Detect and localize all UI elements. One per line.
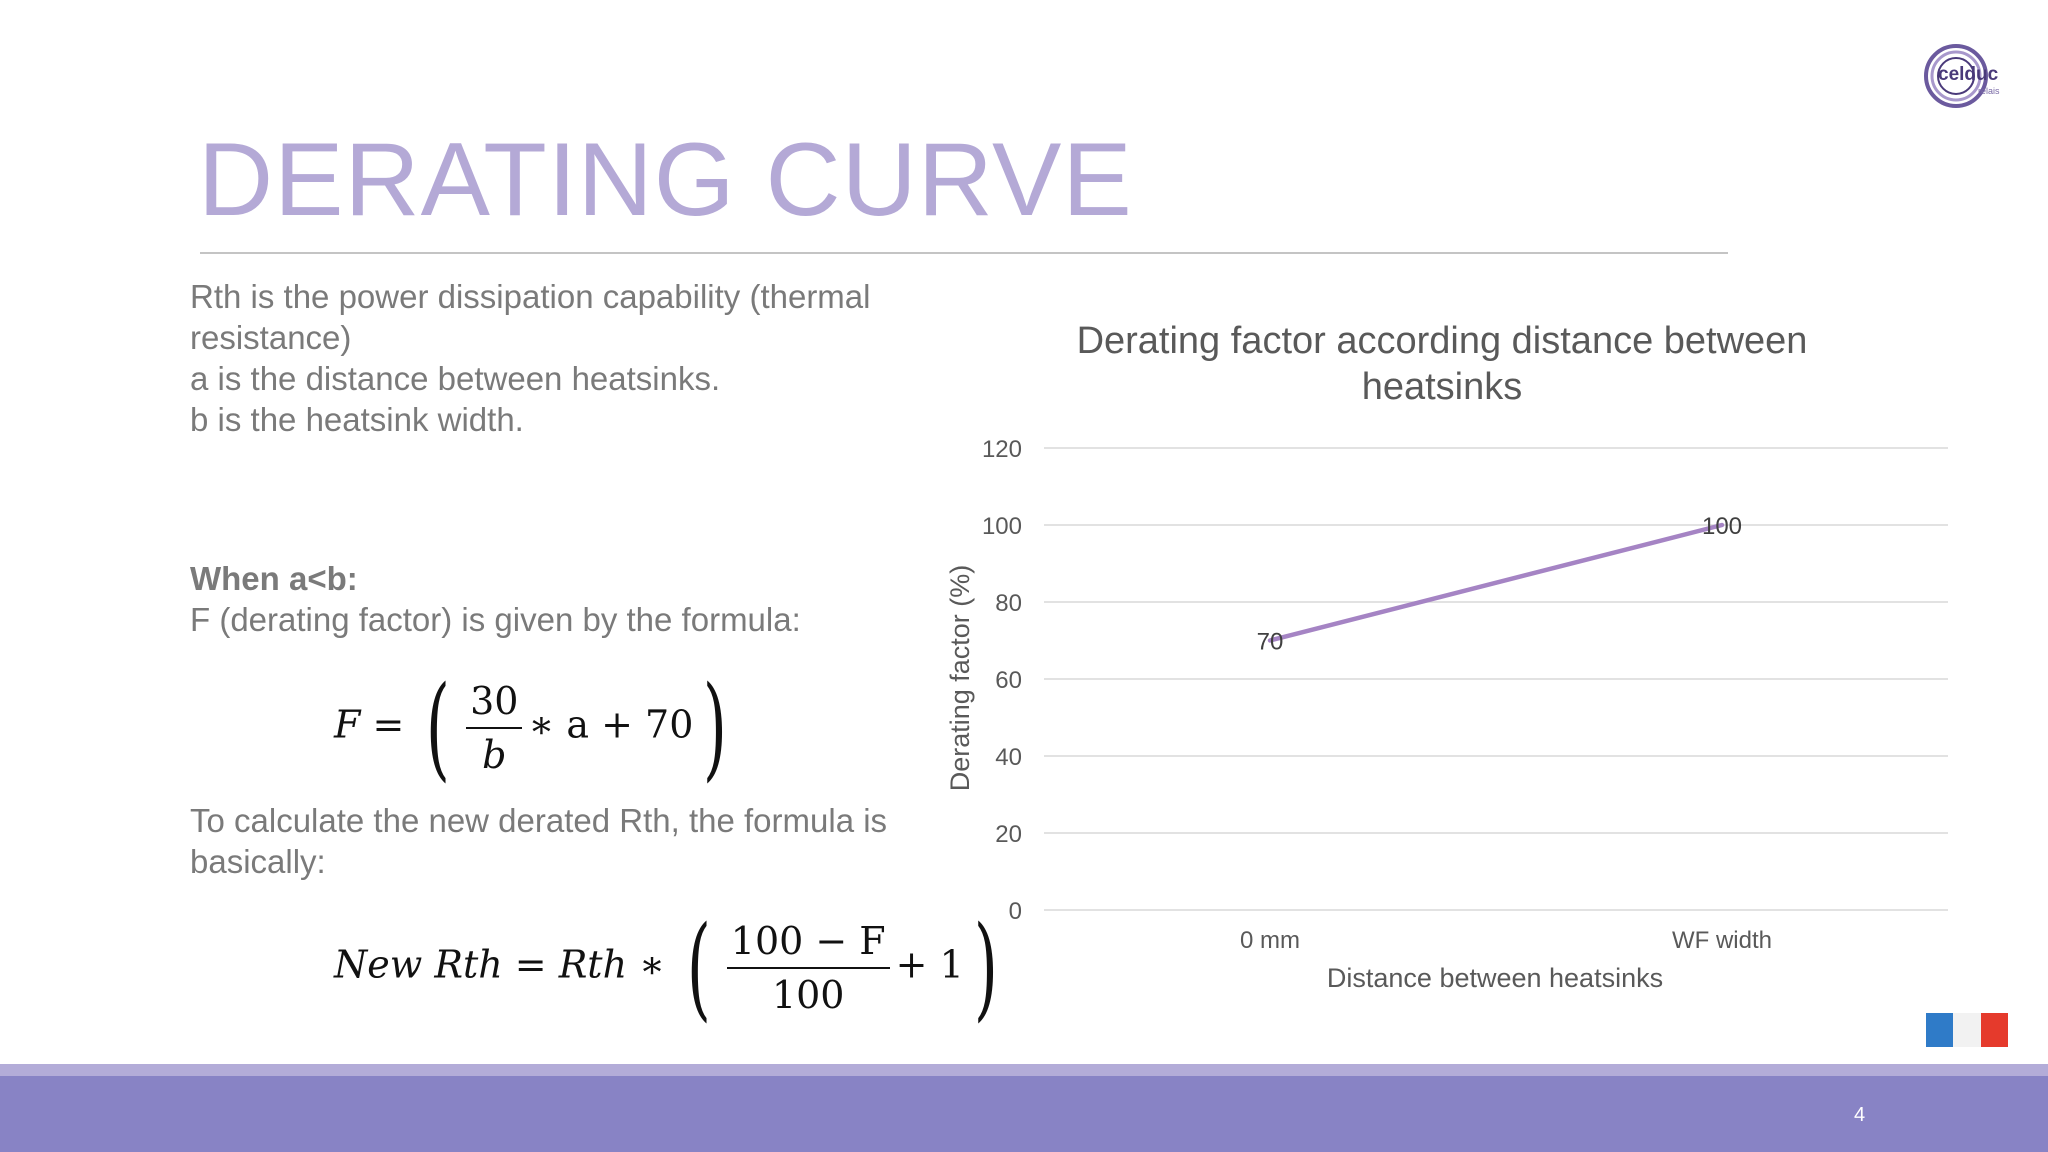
y-tick-label: 60 <box>995 667 1022 694</box>
formula2-fraction: 100 − F 100 <box>726 919 890 1017</box>
celduc-logo-icon <box>1924 44 1988 108</box>
formula2-lhs: New Rth = Rth ∗ <box>334 942 665 987</box>
logo-subtext: relais <box>1978 86 2000 96</box>
derating-chart: Derating factor according distance betwe… <box>945 320 1948 993</box>
derating-formula: F = (30 b ∗ a + 70) <box>334 672 737 784</box>
rth-formula: New Rth = Rth ∗ (100 − F 100 + 1) <box>334 912 1007 1024</box>
chart-data-labels: 70 100 <box>1257 513 1742 656</box>
page-number: 4 <box>1854 1104 1866 1126</box>
formula1-numerator: 30 <box>466 679 523 729</box>
footer-accent-bar <box>0 1064 2048 1076</box>
formula1-lhs: F = <box>334 702 405 747</box>
data-label: 100 <box>1702 513 1742 540</box>
close-paren: ) <box>703 663 728 793</box>
y-tick-label: 100 <box>982 513 1022 540</box>
definitions: Rth is the power dissipation capability … <box>190 276 910 440</box>
made-in-france-flag-icon <box>1926 1013 2008 1047</box>
chart-title-line-1: Derating factor according distance betwe… <box>1077 320 1808 362</box>
condition-heading: When a<b: <box>190 560 358 597</box>
open-paren: ( <box>686 903 711 1033</box>
y-tick-label: 0 <box>1009 898 1022 925</box>
logo-text: celduc <box>1938 64 1999 85</box>
formula1-rest: ∗ a + 70 <box>528 702 694 747</box>
formula2-numerator: 100 − F <box>726 919 890 969</box>
y-tick-label: 120 <box>982 436 1022 463</box>
formula-description: F (derating factor) is given by the form… <box>190 601 801 638</box>
data-label: 70 <box>1257 629 1284 656</box>
definition-a: a is the distance between heatsinks. <box>190 360 721 397</box>
chart-x-axis-label: Distance between heatsinks <box>1327 963 1663 993</box>
x-tick-label: 0 mm <box>1240 927 1300 954</box>
formula2-denominator: 100 <box>771 973 845 1017</box>
slide-title: DERATING CURVE <box>198 122 1133 238</box>
y-tick-label: 80 <box>995 590 1022 617</box>
chart-x-ticks: 0 mm WF width <box>1240 927 1772 954</box>
formula1-denominator: b <box>482 733 507 777</box>
formula2-rest: + 1 <box>895 942 964 987</box>
x-tick-label: WF width <box>1672 927 1772 954</box>
title-divider <box>200 252 1728 254</box>
y-tick-label: 20 <box>995 821 1022 848</box>
definition-rth: Rth is the power dissipation capability … <box>190 278 871 356</box>
footer-bar <box>0 1076 2048 1152</box>
series-line <box>1267 522 1725 643</box>
definition-b: b is the heatsink width. <box>190 401 524 438</box>
y-tick-label: 40 <box>995 744 1022 771</box>
chart-y-ticks: 0 20 40 60 80 100 120 <box>982 436 1022 925</box>
calc-description: To calculate the new derated Rth, the fo… <box>190 802 888 880</box>
chart-title-line-2: heatsinks <box>1362 366 1523 408</box>
open-paren: ( <box>426 663 451 793</box>
chart-series <box>1267 522 1725 643</box>
chart-gridlines <box>1044 447 1948 911</box>
chart-y-axis-label: Derating factor (%) <box>945 565 975 792</box>
formula1-fraction: 30 b <box>466 679 523 777</box>
close-paren: ) <box>973 903 998 1033</box>
